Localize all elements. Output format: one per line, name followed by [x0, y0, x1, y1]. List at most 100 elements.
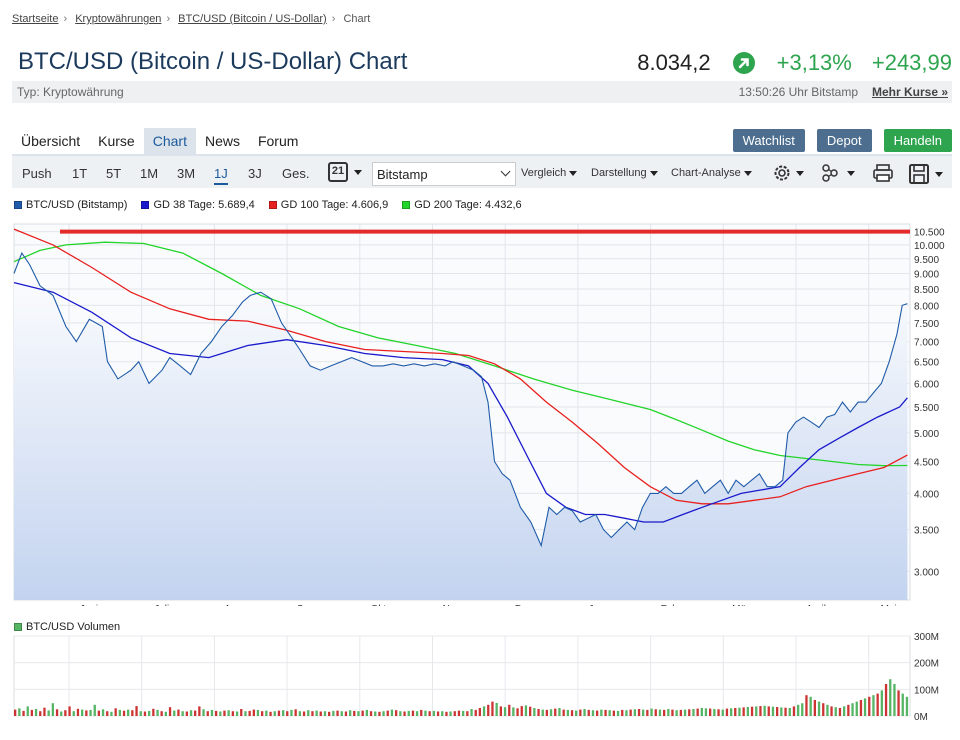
volume-bar	[76, 708, 80, 716]
tab-news[interactable]: News	[204, 133, 240, 149]
period-1m[interactable]: 1M	[140, 166, 159, 181]
volume-bar	[897, 690, 900, 716]
y-tick-label: 4.000	[914, 489, 939, 500]
volume-bar	[562, 709, 565, 716]
period-1t[interactable]: 1T	[72, 166, 88, 181]
volume-bar	[202, 709, 205, 716]
analysis-menu[interactable]: Chart-Analyse	[671, 167, 752, 179]
volume-bar	[591, 710, 595, 716]
volume-bar	[365, 709, 368, 716]
volume-bar	[805, 695, 808, 716]
period-push[interactable]: Push	[22, 166, 52, 181]
volume-bar	[72, 711, 75, 716]
period-1j[interactable]: 1J	[214, 166, 228, 185]
volume-bar	[97, 710, 100, 716]
volume-bar	[420, 709, 423, 716]
volume-bar	[395, 710, 398, 716]
legend-item-gd38[interactable]: GD 38 Tage: 5.689,4	[141, 199, 255, 211]
price-area	[14, 253, 908, 600]
volume-y-tick-label: 0M	[914, 712, 928, 723]
volume-bar	[780, 707, 783, 716]
exchange-select[interactable]: Bitstamp	[372, 162, 516, 186]
volume-bar	[482, 706, 486, 716]
quote-time: 13:50:26 Uhr Bitstamp	[738, 85, 858, 99]
volume-bar	[788, 708, 791, 716]
volume-chart[interactable]: 300M 200M 100M 0M	[0, 632, 960, 736]
tab-overview[interactable]: Übersicht	[21, 133, 81, 149]
depot-button[interactable]: Depot	[816, 129, 872, 152]
period-3m[interactable]: 3M	[177, 166, 196, 181]
volume-legend-swatch	[14, 623, 22, 631]
tab-chart[interactable]: Chart	[143, 128, 196, 154]
volume-bar	[152, 708, 155, 716]
volume-bar	[905, 696, 909, 716]
calendar-caret-icon[interactable]	[354, 170, 362, 175]
legend-item-gd100[interactable]: GD 100 Tage: 4.606,9	[268, 199, 388, 211]
watchlist-button[interactable]: Watchlist	[732, 129, 805, 152]
volume-bar	[206, 711, 209, 716]
volume-bar	[730, 708, 733, 716]
period-ges[interactable]: Ges.	[282, 166, 310, 181]
volume-bar	[667, 709, 670, 716]
volume-bar	[893, 684, 896, 716]
price-chart[interactable]: 10.500 10.000 9.500 9.000 8.500 8.000 7.500 7.0…	[0, 216, 960, 606]
period-5t[interactable]: 5T	[106, 166, 122, 181]
volume-bar	[817, 701, 821, 716]
volume-bar	[235, 711, 239, 716]
legend-item-price[interactable]: BTC/USD (Bitstamp)	[14, 199, 127, 211]
volume-bar	[227, 710, 230, 716]
volume-bar	[85, 710, 88, 716]
volume-bar	[51, 703, 54, 716]
analysis-menu-label: Chart-Analyse	[671, 167, 741, 179]
y-tick-label: 3.500	[914, 526, 939, 537]
save-icon[interactable]	[908, 163, 943, 184]
volume-bar	[696, 708, 699, 716]
volume-bar	[436, 711, 440, 716]
series-line-price	[13, 251, 908, 548]
x-tick-label: Sep.	[297, 604, 318, 606]
indicator-icon[interactable]	[820, 163, 855, 183]
volume-bar	[520, 706, 523, 716]
volume-bar	[210, 709, 214, 716]
trade-button[interactable]: Handeln	[883, 129, 952, 152]
tab-quotes[interactable]: Kurse	[98, 133, 135, 149]
volume-bar	[411, 710, 415, 716]
volume-bar	[68, 706, 71, 716]
volume-bar	[311, 711, 314, 716]
breadcrumb-home[interactable]: Startseite	[12, 13, 59, 25]
volume-bar	[625, 710, 628, 716]
more-quotes-link[interactable]: Mehr Kurse »	[871, 85, 948, 99]
volume-bar	[725, 708, 729, 716]
volume-bar	[223, 710, 226, 716]
volume-bar	[537, 709, 540, 716]
volume-bar	[717, 709, 720, 716]
volume-bar	[256, 709, 260, 716]
volume-bar	[587, 709, 590, 716]
calendar-icon[interactable]: 21	[328, 162, 348, 182]
volume-bar	[683, 709, 687, 716]
exchange-select-value: Bitstamp	[377, 167, 428, 182]
volume-bar	[859, 700, 863, 716]
volume-bar	[323, 711, 327, 716]
breadcrumb-crypto[interactable]: Kryptowährungen	[75, 13, 162, 25]
display-menu[interactable]: Darstellung	[591, 167, 658, 179]
compare-menu[interactable]: Vergleich	[521, 167, 578, 179]
y-tick-label: 6.000	[914, 379, 939, 390]
gear-icon[interactable]	[772, 163, 804, 183]
y-tick-label: 6.500	[914, 358, 939, 369]
y-tick-label: 7.000	[914, 338, 939, 349]
series-line-gd200	[13, 241, 908, 467]
tab-forum[interactable]: Forum	[257, 133, 299, 149]
breadcrumb-btc[interactable]: BTC/USD (Bitcoin / US-Dollar)	[178, 13, 327, 25]
legend-item-gd200[interactable]: GD 200 Tage: 4.432,6	[402, 199, 522, 211]
volume-bar	[633, 709, 636, 716]
x-tick-label: April	[806, 604, 826, 606]
volume-bar	[654, 709, 657, 716]
volume-bar	[173, 710, 176, 716]
volume-bar	[750, 706, 754, 716]
print-icon[interactable]	[872, 163, 894, 183]
period-3j[interactable]: 3J	[248, 166, 262, 181]
volume-bar	[164, 711, 167, 716]
volume-bar	[114, 708, 117, 716]
breadcrumb: Startseite › Kryptowährungen › BTC/USD (Bi…	[12, 13, 370, 25]
